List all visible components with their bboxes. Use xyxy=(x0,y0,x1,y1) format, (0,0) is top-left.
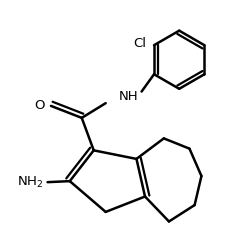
Text: NH: NH xyxy=(119,90,138,103)
Text: NH$_2$: NH$_2$ xyxy=(17,175,44,190)
Text: Cl: Cl xyxy=(133,37,146,50)
Text: O: O xyxy=(34,99,44,112)
